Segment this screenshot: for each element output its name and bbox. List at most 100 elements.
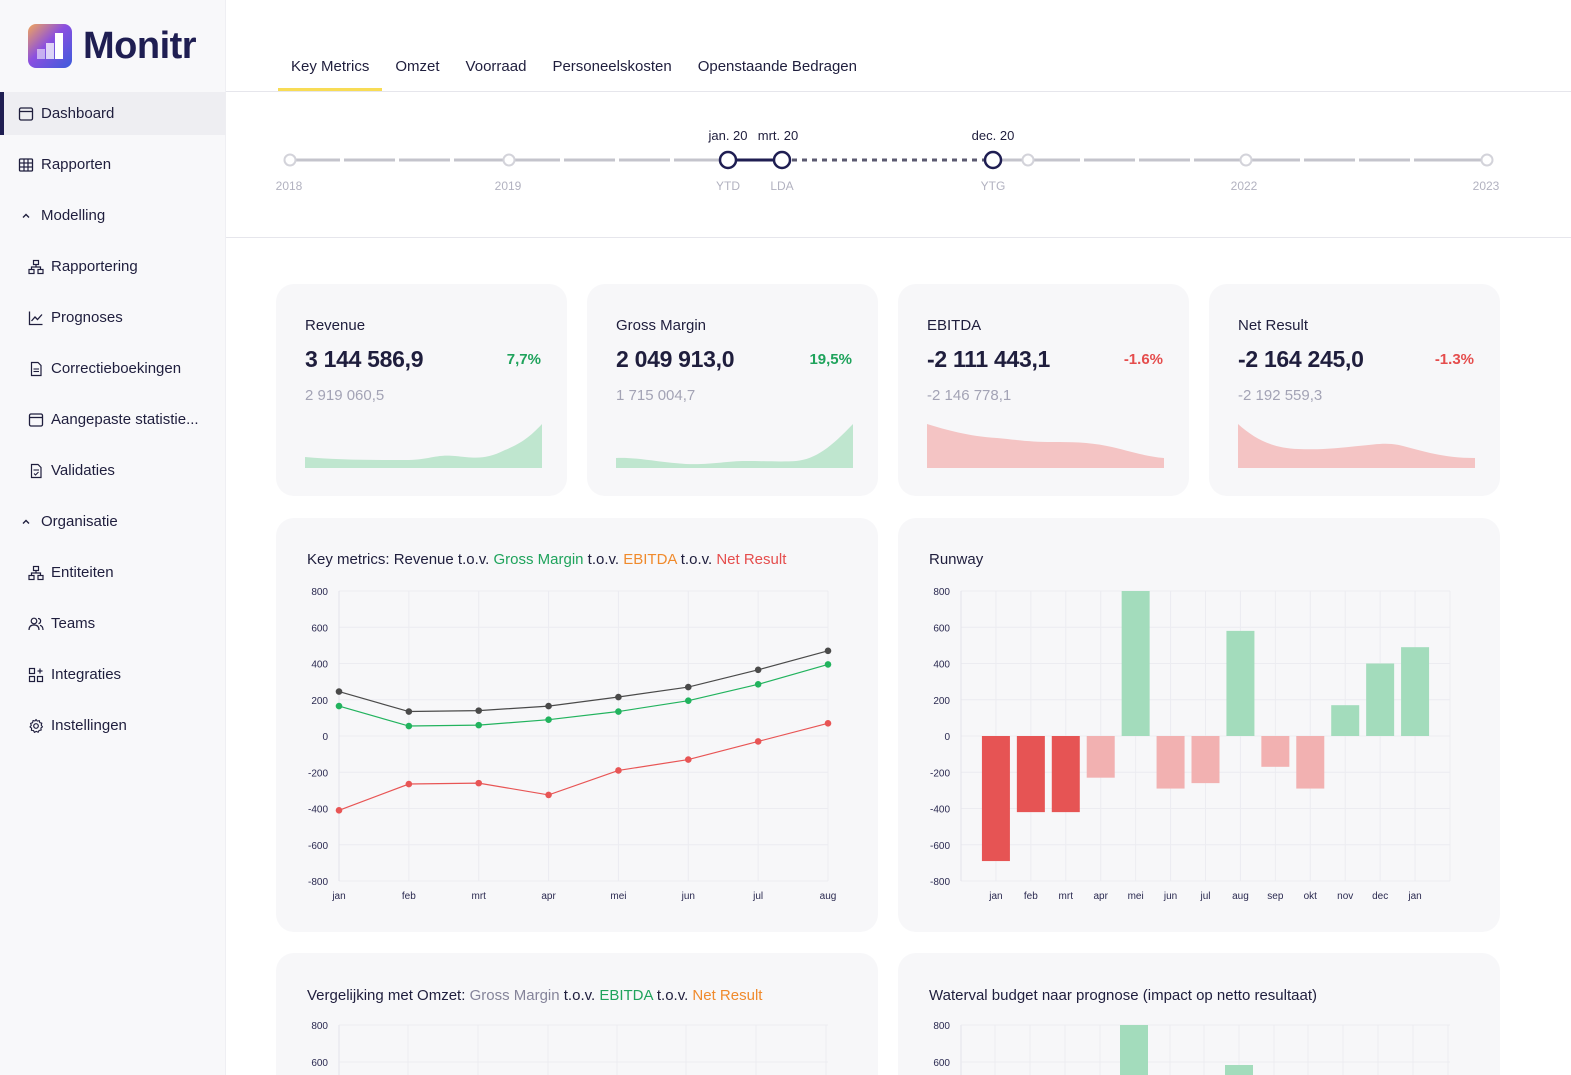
bar[interactable] (1261, 736, 1290, 767)
y-tick-label: 200 (933, 696, 950, 707)
timeline-year-2023[interactable] (1480, 153, 1494, 167)
title-separator: t.o.v. (453, 551, 494, 568)
bar[interactable] (1086, 736, 1115, 778)
series-name-net-result: Net Result (692, 987, 763, 1004)
data-point[interactable] (405, 722, 413, 730)
data-point[interactable] (754, 681, 762, 688)
data-point[interactable] (335, 688, 343, 695)
tab-key-metrics[interactable]: Key Metrics (278, 58, 383, 91)
x-tick-label: jan (1407, 891, 1421, 902)
data-point[interactable] (475, 721, 483, 729)
vergelijking-chart: 800 600 (311, 1021, 828, 1075)
tab-personeelskosten[interactable]: Personeelskosten (552, 58, 672, 75)
data-point[interactable] (335, 702, 343, 710)
kpi-change: -1.3% (1434, 351, 1474, 368)
runway-bar-chart: 800 600 400 200 0 -200 -400 -600 -800 jan feb mrt ap… (930, 587, 1451, 902)
data-point[interactable] (405, 780, 413, 788)
x-tick-label: aug (1232, 891, 1249, 902)
bar[interactable] (1331, 705, 1360, 736)
data-point[interactable] (615, 708, 622, 715)
kpi-sparkline (1238, 424, 1475, 468)
kpi-value: 2 049 913,0 (616, 346, 735, 372)
kpi-previous-value: 1 715 004,7 (616, 387, 696, 404)
bar[interactable] (1226, 630, 1255, 736)
logo-icon (28, 24, 72, 68)
waterfall-bar[interactable] (1225, 1065, 1253, 1075)
bar[interactable] (1366, 663, 1395, 737)
sidebar-item-entiteiten[interactable]: Entiteiten (0, 551, 226, 594)
kpi-card-net-result[interactable]: Net Result -2 164 245,0 -1.3% -2 192 559… (1209, 284, 1500, 496)
sidebar-item-rapporten[interactable]: Rapporten (0, 143, 226, 186)
timeline-year-2019[interactable] (502, 153, 516, 167)
data-point[interactable] (824, 720, 832, 727)
x-tick-label: nov (1337, 891, 1353, 902)
timeline-handle-ytg[interactable] (983, 150, 1003, 170)
bar[interactable] (1156, 736, 1185, 789)
sidebar-group-organisatie[interactable]: Organisatie (0, 500, 226, 543)
data-point[interactable] (754, 738, 762, 745)
data-point[interactable] (545, 791, 552, 799)
sidebar-item-validaties[interactable]: Validaties (0, 449, 226, 492)
sidebar-item-correctieboekingen[interactable]: Correctieboekingen (0, 347, 226, 390)
chart-title: Runway (929, 551, 984, 568)
bar[interactable] (1191, 736, 1220, 784)
timeline-handle-ytd[interactable] (718, 150, 738, 170)
bar[interactable] (1121, 591, 1150, 736)
data-point[interactable] (824, 647, 832, 655)
series-line-0 (338, 650, 829, 713)
sidebar-item-rapportering[interactable]: Rapportering (0, 245, 226, 288)
x-tick-label: jun (1163, 891, 1177, 902)
app-logo[interactable]: Monitr (28, 24, 197, 68)
timeline-handle-lda[interactable] (772, 150, 792, 170)
sidebar-item-teams[interactable]: Teams (0, 602, 226, 645)
data-point[interactable] (545, 702, 552, 710)
kpi-sparkline (927, 424, 1164, 468)
data-point[interactable] (615, 693, 622, 701)
data-point[interactable] (545, 716, 552, 723)
bar[interactable] (1016, 736, 1045, 813)
tab-openstaande-bedragen[interactable]: Openstaande Bedragen (697, 58, 857, 75)
data-point[interactable] (754, 666, 762, 674)
tab-voorraad[interactable]: Voorraad (465, 58, 527, 75)
waterfall-bar[interactable] (1120, 1025, 1148, 1075)
sidebar-item-integraties[interactable]: Integraties (0, 653, 226, 696)
y-tick-label: -800 (930, 877, 950, 888)
kpi-card-ebitda[interactable]: EBITDA -2 111 443,1 -1.6% -2 146 778,1 (898, 284, 1189, 496)
users-icon (28, 616, 44, 632)
data-point[interactable] (684, 697, 692, 704)
document-icon (28, 361, 44, 377)
tab-omzet[interactable]: Omzet (395, 58, 440, 75)
data-point[interactable] (335, 807, 343, 814)
bar[interactable] (1401, 647, 1430, 736)
y-tick-label: 600 (311, 1058, 328, 1069)
marker-bottom-label: YTG (981, 179, 1006, 193)
timeline-dot[interactable] (1021, 153, 1035, 167)
series-name-ebitda: EBITDA (599, 987, 653, 1004)
sidebar-item-label: Teams (51, 615, 96, 632)
bar[interactable] (1051, 736, 1080, 813)
data-point[interactable] (475, 779, 483, 787)
timeline-year-2018[interactable] (283, 153, 297, 167)
bar[interactable] (1296, 736, 1325, 789)
kpi-title: Gross Margin (616, 317, 707, 334)
data-point[interactable] (475, 707, 483, 714)
sidebar-group-modelling[interactable]: Modelling (0, 194, 226, 237)
data-point[interactable] (684, 683, 692, 691)
sidebar-item-instellingen[interactable]: Instellingen (0, 704, 226, 747)
data-point[interactable] (615, 767, 622, 774)
sidebar-item-label: Prognoses (51, 309, 123, 326)
kpi-card-gross-margin[interactable]: Gross Margin 2 049 913,0 19,5% 1 715 004… (587, 284, 878, 496)
x-tick-label: mei (1128, 891, 1144, 902)
x-tick-label: mrt (1059, 891, 1074, 902)
sidebar-item-prognoses[interactable]: Prognoses (0, 296, 226, 339)
sidebar-item-dashboard[interactable]: Dashboard (0, 92, 226, 135)
marker-top-label: dec. 20 (972, 128, 1015, 143)
data-point[interactable] (405, 708, 413, 715)
kpi-card-revenue[interactable]: Revenue 3 144 586,9 7,7% 2 919 060,5 (276, 284, 567, 496)
timeline-year-2022[interactable] (1239, 153, 1253, 167)
sidebar-item-aangepaste-statistieken[interactable]: Aangepaste statistie... (0, 398, 226, 441)
key-metrics-chart-card: Key metrics: Revenue t.o.v. Gross Margin… (276, 518, 878, 932)
data-point[interactable] (684, 756, 692, 763)
bar[interactable] (981, 736, 1010, 862)
data-point[interactable] (824, 661, 832, 668)
